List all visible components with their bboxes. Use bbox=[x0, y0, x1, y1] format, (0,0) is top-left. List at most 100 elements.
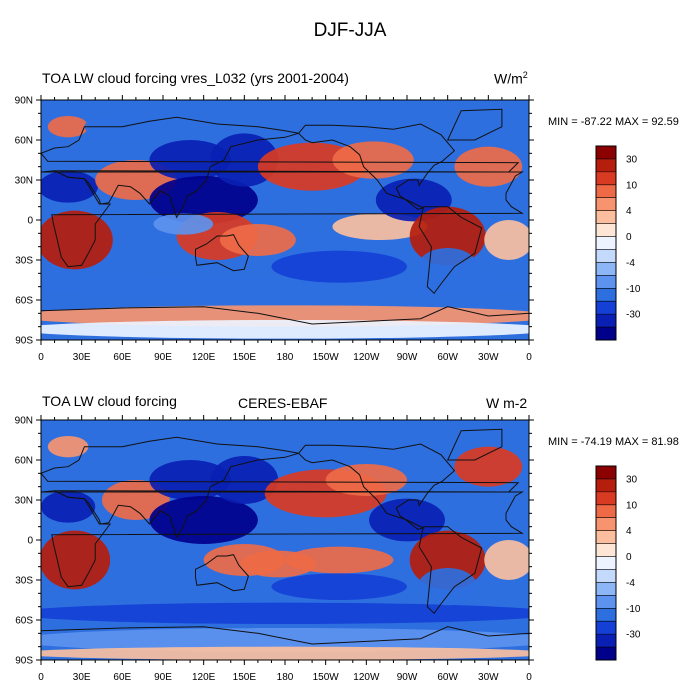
colorbar-swatch bbox=[596, 249, 616, 263]
colorbar-swatch bbox=[596, 582, 616, 596]
lat-tick-label: 60N bbox=[15, 456, 33, 467]
min-max-label: MIN = -87.22 MAX = 92.59 bbox=[548, 116, 679, 128]
field-region bbox=[149, 176, 258, 224]
colorbar-swatch bbox=[596, 504, 616, 519]
colorbar-swatch bbox=[596, 184, 616, 199]
field-region bbox=[41, 628, 529, 652]
panel-title: TOA LW cloud forcing vres_L032 (yrs 2001… bbox=[42, 70, 349, 86]
field-region bbox=[484, 540, 529, 580]
colorbar-label: 30 bbox=[626, 154, 638, 165]
colorbar-swatch bbox=[596, 647, 616, 661]
lat-tick-label: 90S bbox=[15, 336, 33, 347]
field-region bbox=[47, 116, 89, 138]
colorbar-label: -10 bbox=[626, 604, 641, 615]
coastline bbox=[51, 170, 525, 268]
coastline bbox=[446, 428, 503, 461]
lon-tick-label: 30W bbox=[478, 352, 499, 360]
colorbar-swatch bbox=[596, 556, 616, 570]
colorbar-swatch bbox=[596, 466, 616, 480]
colorbar-swatch bbox=[596, 236, 616, 250]
field-region bbox=[484, 220, 529, 260]
coastline bbox=[41, 306, 529, 340]
colorbar-label: -4 bbox=[626, 258, 635, 269]
map-field bbox=[41, 420, 529, 660]
colorbar-label: -30 bbox=[626, 310, 641, 321]
colorbar-swatch bbox=[596, 158, 616, 173]
lat-tick-label: 60S bbox=[15, 296, 33, 307]
lon-tick-label: 120E bbox=[192, 672, 216, 680]
colorbar-swatch bbox=[596, 634, 616, 648]
field-region bbox=[285, 546, 394, 574]
coastline bbox=[297, 123, 456, 210]
map-panel-bottom: TOA LW cloud forcing CERES-EBAF W m-2 MI… bbox=[0, 320, 700, 680]
coastline bbox=[41, 116, 520, 219]
coastline bbox=[297, 443, 456, 530]
colorbar-label: 10 bbox=[626, 180, 638, 191]
lon-tick-label: 60E bbox=[113, 672, 131, 680]
lon-tick-label: 90E bbox=[154, 352, 172, 360]
colorbar-label: 4 bbox=[626, 526, 632, 537]
panel-center-title: CERES-EBAF bbox=[238, 395, 328, 411]
colorbar-label: -4 bbox=[626, 578, 635, 589]
lat-tick-label: 60N bbox=[15, 136, 33, 147]
coastline bbox=[41, 436, 520, 539]
field-region bbox=[41, 210, 113, 270]
lon-tick-label: 180 bbox=[277, 672, 294, 680]
field-region bbox=[41, 320, 529, 339]
field-region bbox=[325, 464, 408, 496]
field-region bbox=[149, 140, 231, 180]
colorbar-label: -10 bbox=[626, 284, 641, 295]
lon-tick-label: 60E bbox=[113, 352, 131, 360]
field-region bbox=[454, 146, 523, 187]
colorbar-label: 0 bbox=[626, 552, 632, 563]
field-region bbox=[153, 213, 214, 235]
colorbar-frame bbox=[595, 145, 617, 341]
lon-tick-label: 0 bbox=[38, 672, 44, 680]
coastline bbox=[51, 490, 525, 588]
lat-tick-label: 90S bbox=[15, 656, 33, 667]
field-region bbox=[409, 206, 486, 266]
lat-tick-label: 90N bbox=[15, 416, 33, 427]
colorbar-swatch bbox=[596, 301, 616, 315]
lat-tick-label: 0 bbox=[27, 536, 33, 547]
units-label: W/m2 bbox=[494, 70, 528, 87]
lat-tick-label: 60S bbox=[15, 616, 33, 627]
lat-tick-label: 0 bbox=[27, 216, 33, 227]
field-region bbox=[219, 224, 296, 256]
field-region bbox=[332, 141, 414, 179]
colorbar-swatch bbox=[596, 595, 616, 609]
field-region bbox=[41, 490, 96, 523]
colorbar-swatch bbox=[596, 275, 616, 289]
lon-tick-label: 0 bbox=[38, 352, 44, 360]
colorbar-label: 30 bbox=[626, 474, 638, 485]
colorbar-swatch bbox=[596, 608, 616, 622]
map-panel-top: TOA LW cloud forcing vres_L032 (yrs 2001… bbox=[0, 0, 700, 360]
field-region bbox=[41, 602, 529, 624]
colorbar-swatch bbox=[596, 288, 616, 302]
colorbar-label: 4 bbox=[626, 206, 632, 217]
field-region bbox=[417, 247, 478, 286]
colorbar-swatch bbox=[596, 197, 616, 212]
field-region bbox=[47, 436, 89, 458]
field-region bbox=[454, 446, 523, 487]
field-region bbox=[41, 646, 529, 660]
lon-tick-label: 120W bbox=[353, 672, 380, 680]
field-region bbox=[41, 276, 529, 298]
field-region bbox=[102, 480, 170, 520]
lon-tick-label: 30E bbox=[73, 352, 91, 360]
lat-tick-label: 90N bbox=[15, 96, 33, 107]
colorbar-swatch bbox=[596, 530, 616, 544]
units-label: W m-2 bbox=[486, 395, 528, 411]
lon-tick-label: 150W bbox=[313, 352, 340, 360]
colorbar-swatch bbox=[596, 171, 616, 186]
lon-tick-label: 30W bbox=[478, 672, 499, 680]
lon-tick-label: 120W bbox=[353, 352, 380, 360]
colorbar-label: 0 bbox=[626, 232, 632, 243]
lon-tick-label: 90E bbox=[154, 672, 172, 680]
lon-tick-label: 90W bbox=[397, 672, 418, 680]
field-region bbox=[149, 496, 258, 544]
lon-tick-label: 60W bbox=[437, 672, 458, 680]
map-figure-top: 90N 60N 30N 0 30S 60S 90S 0 30E 60E 90E 120E 150E 180… bbox=[15, 95, 641, 360]
lon-tick-label: 60W bbox=[437, 352, 458, 360]
colorbar-swatch bbox=[596, 621, 616, 635]
